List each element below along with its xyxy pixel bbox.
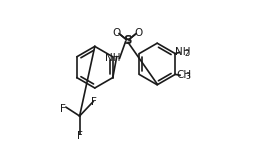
Text: O: O <box>135 28 143 38</box>
Text: F: F <box>90 97 96 107</box>
Text: S: S <box>123 34 132 47</box>
Text: CH: CH <box>177 70 192 80</box>
Text: F: F <box>77 131 82 141</box>
Text: NH: NH <box>175 47 191 57</box>
Text: O: O <box>112 28 121 38</box>
Text: 3: 3 <box>186 72 191 81</box>
Text: NH: NH <box>106 53 121 63</box>
Text: 2: 2 <box>185 49 190 58</box>
Text: F: F <box>60 104 66 114</box>
